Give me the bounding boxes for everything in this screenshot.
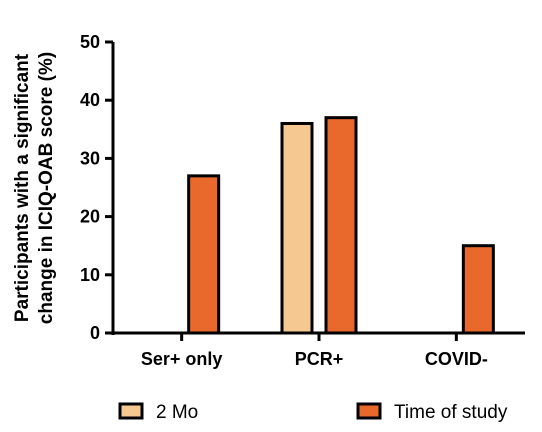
x-tick-label-0: Ser+ only (141, 349, 223, 369)
bar-1-1 (324, 116, 358, 335)
legend-swatch-0 (118, 402, 144, 420)
y-tick-label-10: 10 (80, 265, 100, 285)
y-tick-label-50: 50 (80, 32, 100, 52)
y-tick-label-30: 30 (80, 148, 100, 168)
bar-0-1 (187, 174, 221, 335)
y-tick-label-0: 0 (90, 323, 100, 343)
y-axis-title-line-1: Participants with a significant (12, 53, 33, 322)
legend-swatch-1 (356, 402, 382, 420)
bar-1-0 (280, 121, 314, 335)
x-tick-label-1: PCR+ (295, 349, 344, 369)
bars-group (187, 116, 495, 335)
bar-2-1 (461, 244, 495, 335)
legend-label-1: Time of study (394, 402, 508, 423)
legend: 2 Mo Time of study (118, 402, 508, 423)
x-axis: Ser+ only PCR+ COVID- (111, 331, 525, 369)
y-tick-label-40: 40 (80, 90, 100, 110)
legend-label-0: 2 Mo (156, 402, 198, 423)
y-axis-title: Participants with a significant change i… (12, 52, 57, 324)
x-tick-label-2: COVID- (425, 349, 488, 369)
y-axis: 0 10 20 30 40 50 (80, 32, 115, 343)
y-tick-label-20: 20 (80, 207, 100, 227)
y-axis-title-line-2: change in ICIQ-OAB score (%) (36, 52, 57, 324)
